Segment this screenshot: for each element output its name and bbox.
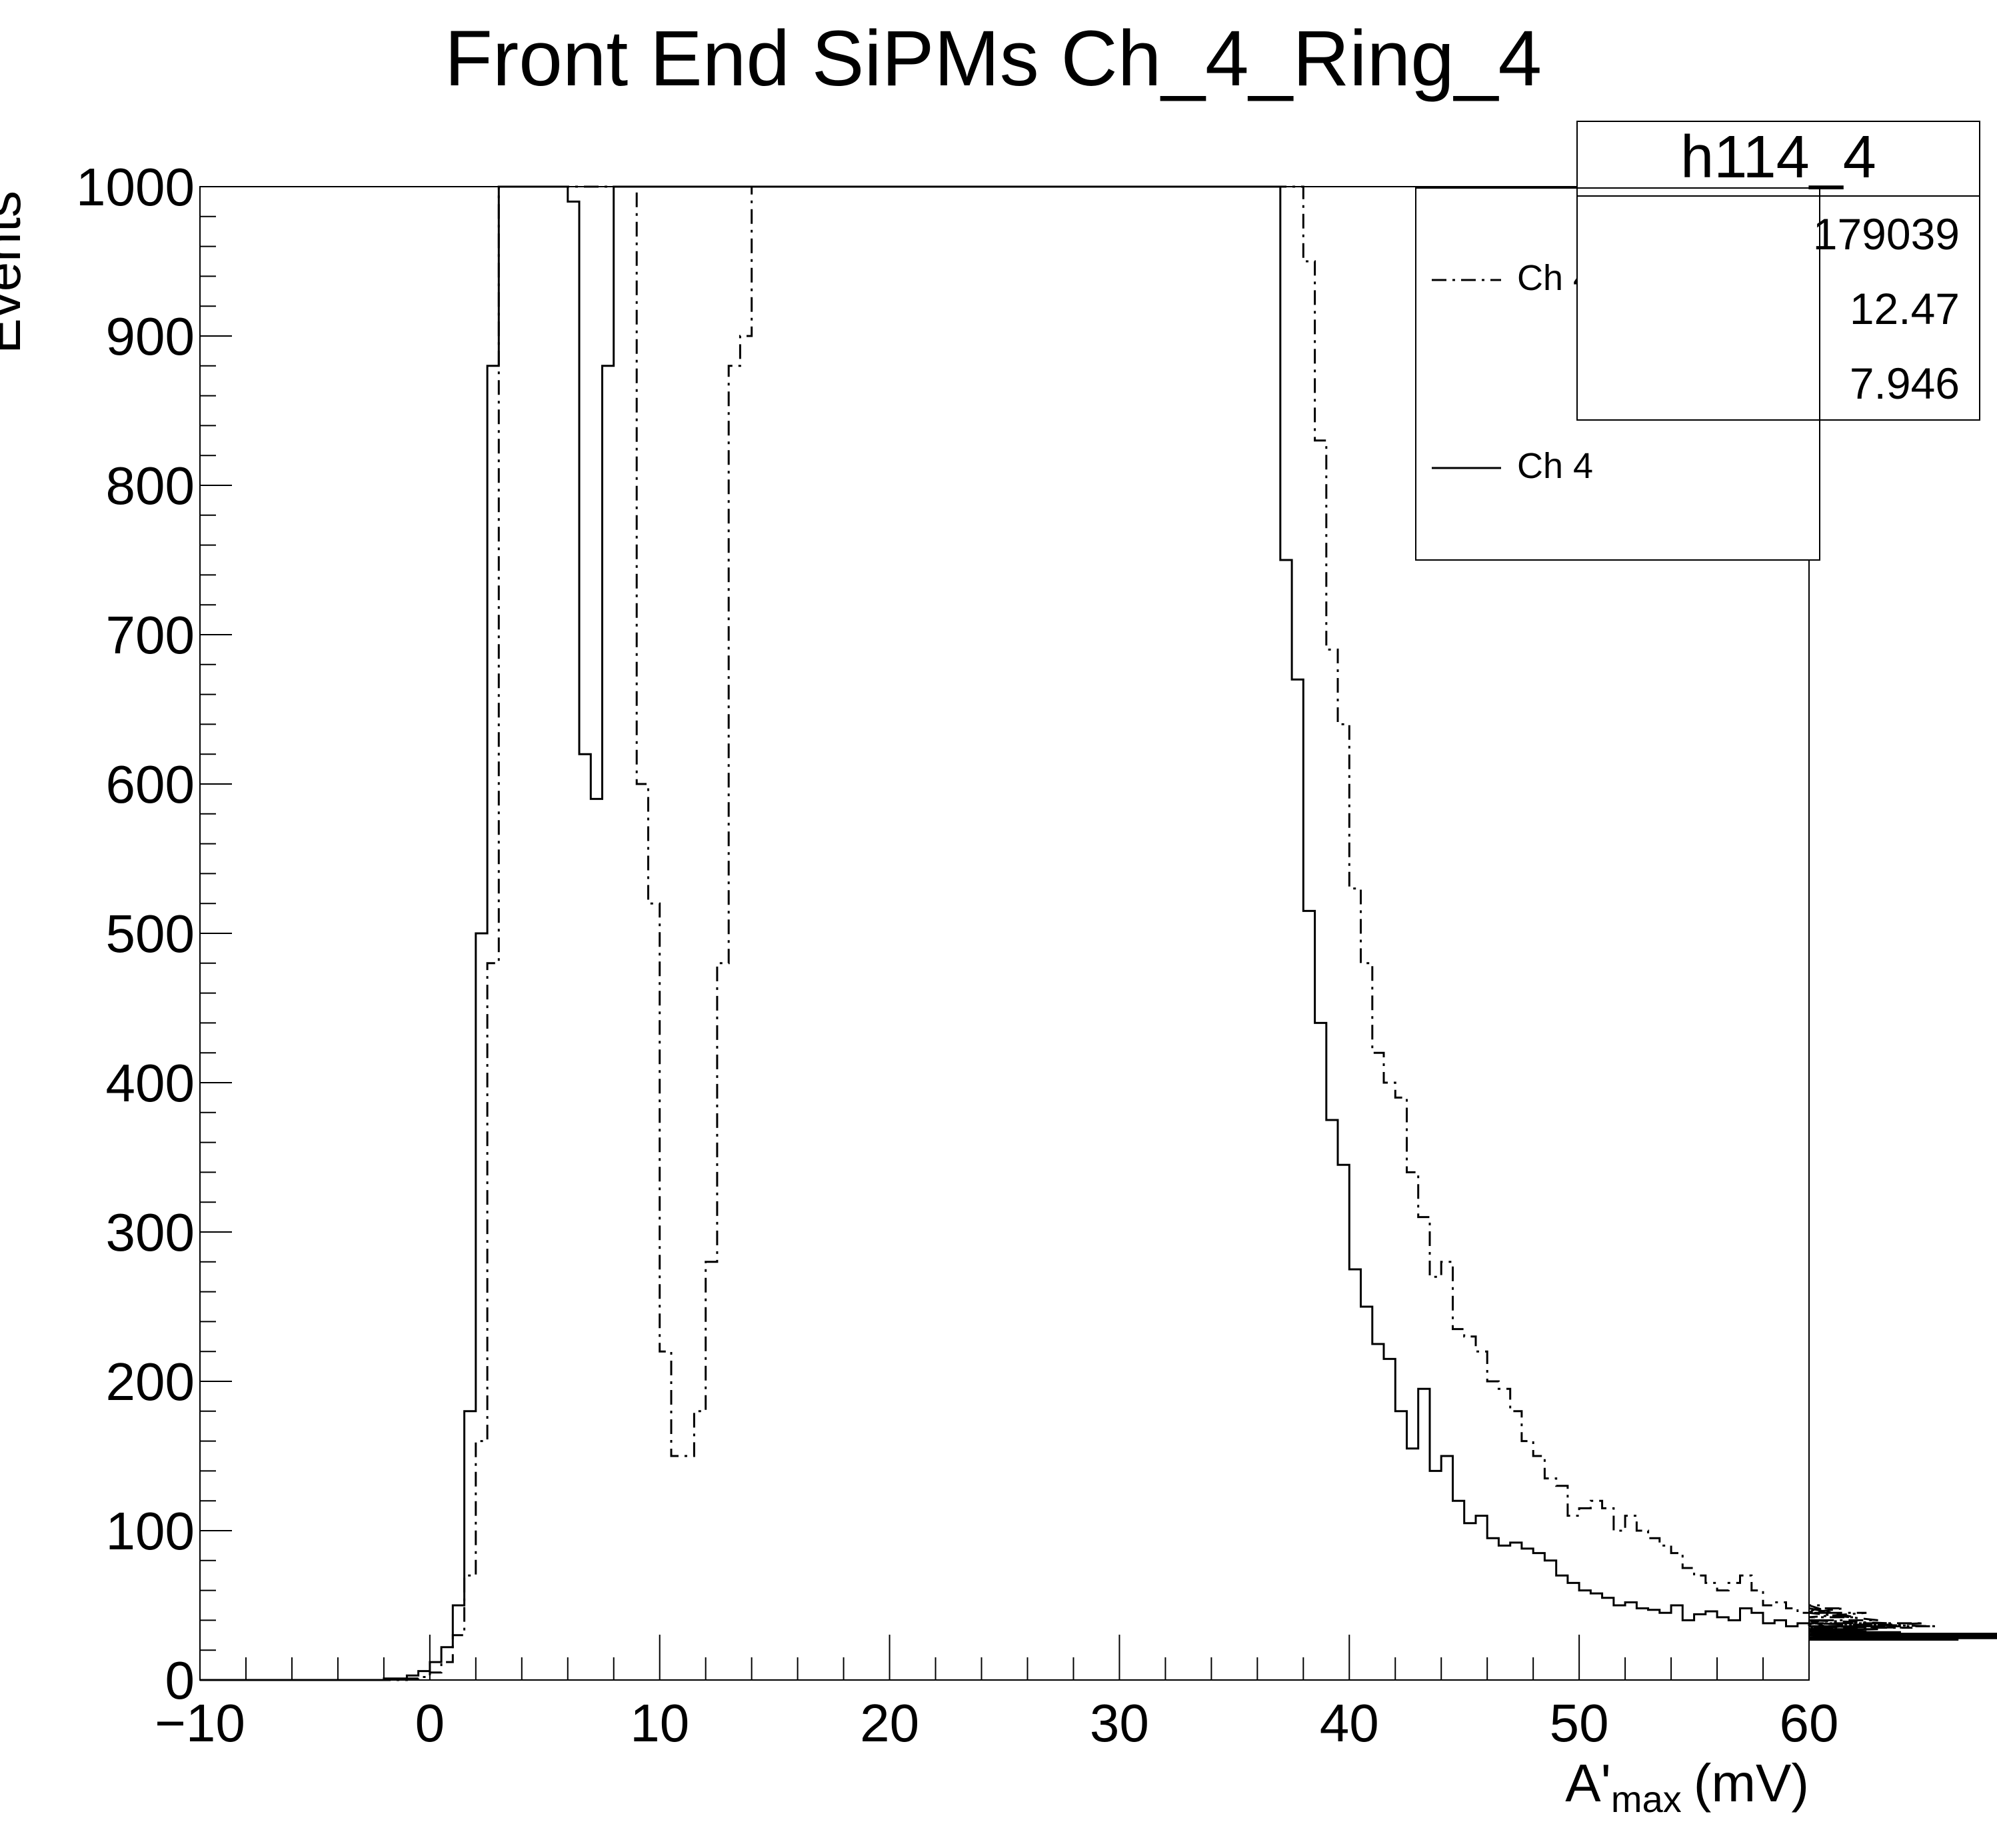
x-axis-label-unit: (mV) (1694, 1753, 1809, 1813)
x-tick-label: 50 (1550, 1693, 1609, 1753)
x-tick-label: 60 (1780, 1693, 1839, 1753)
stats-entries-value: 179039 (1813, 209, 1960, 259)
axis-ticks (199, 186, 1810, 1681)
y-tick-label: 300 (106, 1203, 195, 1262)
y-tick-label: 400 (106, 1053, 195, 1113)
histogram-series (200, 185, 1997, 1681)
x-tick-label: 30 (1090, 1693, 1149, 1753)
y-axis-label: Events (0, 191, 31, 354)
legend-border-overlay (1415, 187, 1820, 561)
x-tick-label: 0 (415, 1693, 445, 1753)
stats-mean-value: 12.47 (1850, 284, 1960, 333)
chart-title: Front End SiPMs Ch_4_Ring_4 (445, 15, 1542, 103)
y-tick-label: 100 (106, 1501, 195, 1561)
series-line-ch4 (200, 185, 1997, 1681)
x-tick-label: 40 (1320, 1693, 1379, 1753)
y-tick-labels: 0 100 200 300 400 500 600 700 800 900 1000 (76, 157, 195, 1710)
y-tick-label: 900 (106, 307, 195, 366)
x-tick-label: −10 (155, 1693, 245, 1753)
x-axis-label: A'max (mV) (1565, 1753, 1809, 1820)
y-tick-label: 500 (106, 904, 195, 963)
y-tick-label: 1000 (76, 157, 195, 217)
stats-box: h114_4 179039 12.47 7.946 (1576, 121, 1980, 421)
x-tick-labels: −10 0 10 20 30 40 50 60 (155, 1693, 1838, 1753)
y-tick-label: 0 (165, 1651, 195, 1710)
y-tick-label: 700 (106, 605, 195, 665)
y-tick-label: 800 (106, 456, 195, 515)
y-tick-label: 600 (106, 755, 195, 814)
x-axis-label-subscript: max (1611, 1778, 1682, 1820)
x-tick-label: 10 (630, 1693, 689, 1753)
x-tick-label: 20 (860, 1693, 919, 1753)
x-axis-label-quantity: A' (1565, 1753, 1611, 1813)
legend-entry-ch4: Ch 4 (1517, 446, 1593, 486)
stats-box-border (1576, 121, 1980, 421)
stats-stddev-value: 7.946 (1850, 359, 1960, 408)
stats-histogram-name: h114_4 (1680, 124, 1876, 191)
y-tick-label: 200 (106, 1352, 195, 1411)
